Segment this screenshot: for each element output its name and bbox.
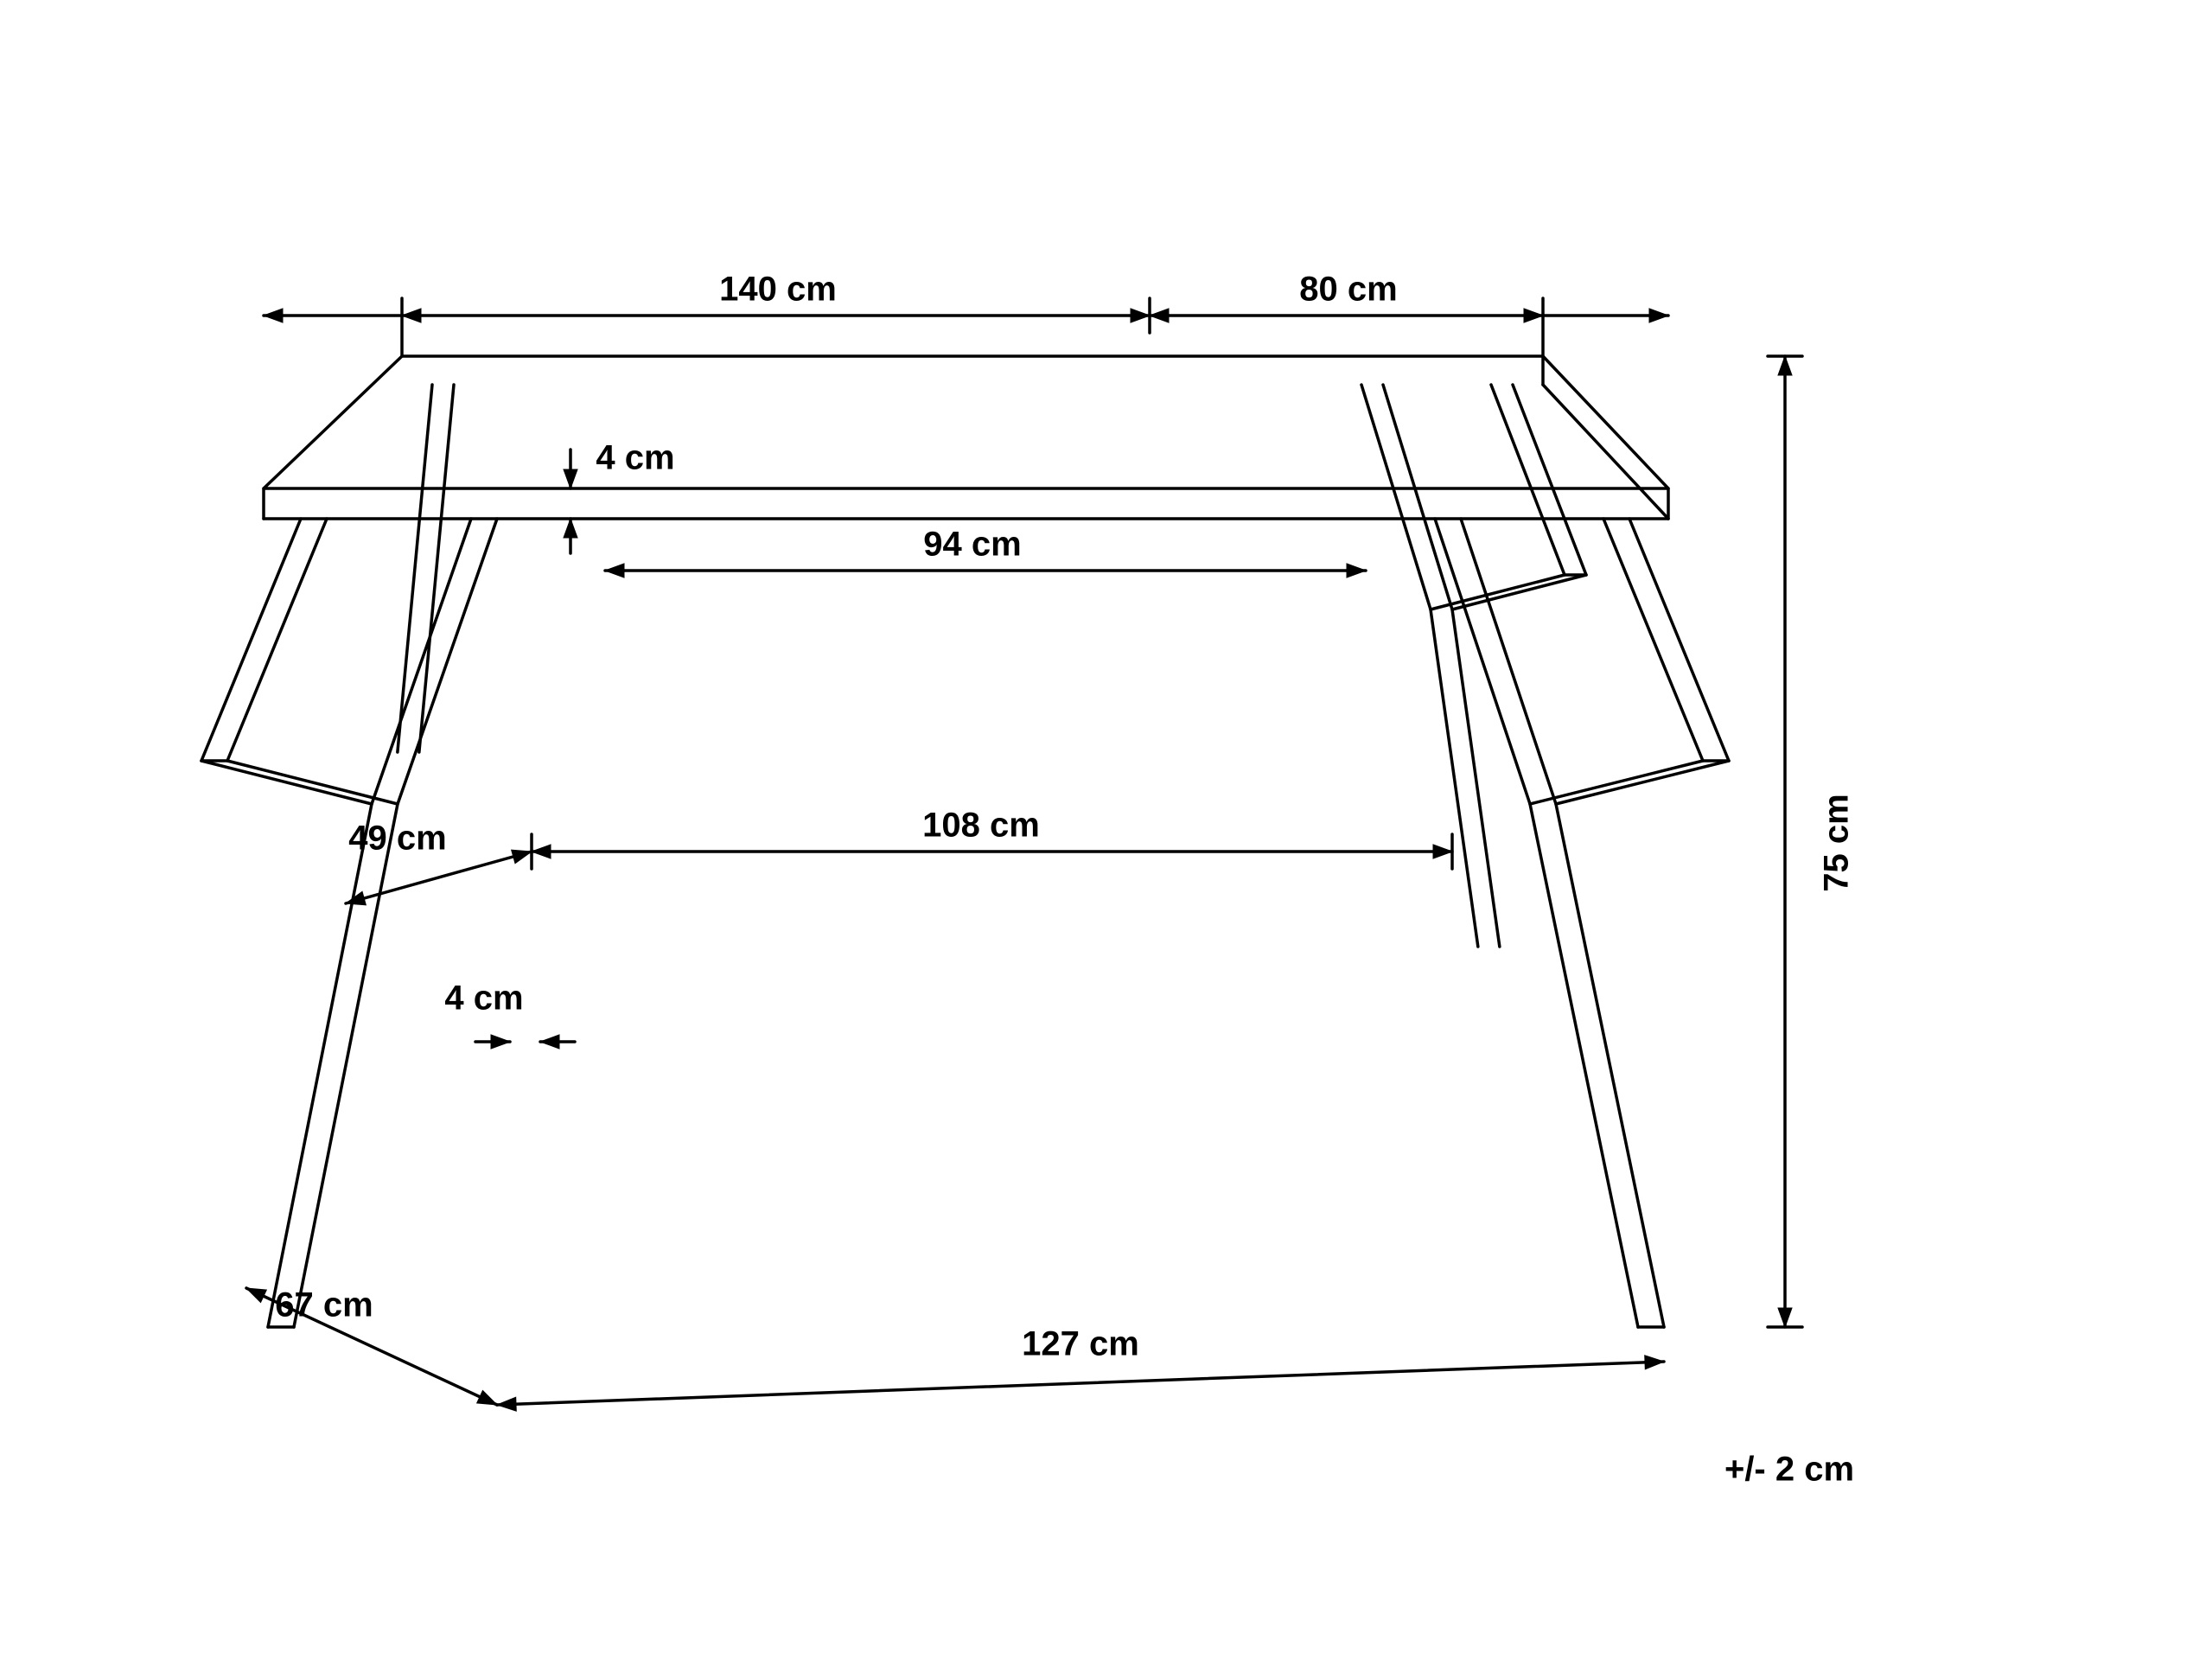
- dimension-label: 80 cm: [1299, 271, 1397, 309]
- dimension-label: 49 cm: [348, 820, 446, 858]
- dimension-label: 67 cm: [275, 1286, 373, 1325]
- dimension-label: 140 cm: [719, 271, 837, 309]
- dimension-label: 4 cm: [444, 979, 523, 1018]
- diagram-stage: 140 cm 80 cm 4 cm 94 cm 108 cm 49 cm 4 cm 127 c…: [0, 0, 2212, 1659]
- dimension-label: 127 cm: [1022, 1325, 1139, 1364]
- dimension-label: 94 cm: [923, 526, 1021, 565]
- dimension-label: 108 cm: [922, 807, 1040, 845]
- dimension-label: +/- 2 cm: [1724, 1451, 1854, 1490]
- dimension-label: 4 cm: [596, 439, 674, 478]
- dimension-label: 75 cm: [1818, 794, 1857, 891]
- table-drawing: [0, 0, 2212, 1659]
